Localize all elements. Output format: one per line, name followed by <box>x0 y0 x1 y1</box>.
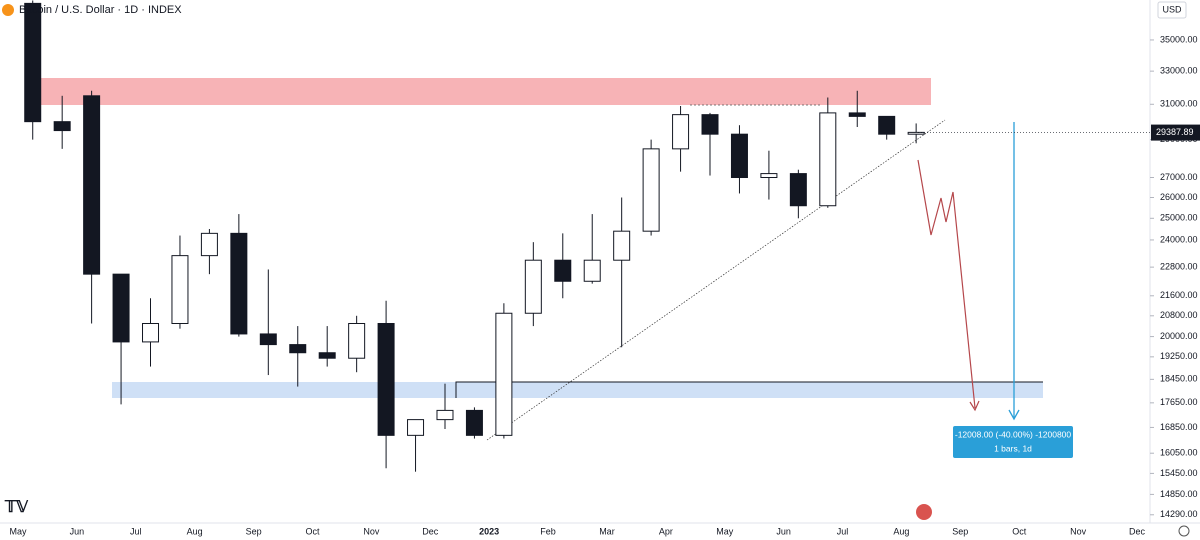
candle-body <box>495 312 513 436</box>
x-tick-label: Jun <box>70 526 85 536</box>
chart-title: Bitcoin / U.S. Dollar · 1D · INDEX <box>19 4 182 16</box>
candle-body <box>407 419 425 436</box>
y-tick-label: 20000.00 <box>1160 331 1198 341</box>
settings-icon[interactable] <box>1178 525 1190 537</box>
y-tick-label: 18450.00 <box>1160 374 1198 384</box>
x-tick-label: Aug <box>893 526 909 536</box>
y-tick-label: 27000.00 <box>1160 172 1198 182</box>
y-tick-label: 21600.00 <box>1160 290 1198 300</box>
candle-body <box>642 148 660 232</box>
candle-body <box>377 322 395 436</box>
candles <box>24 0 925 472</box>
range-line <box>455 381 1043 398</box>
y-tick-label: 22800.00 <box>1160 262 1198 272</box>
x-tick-label: Jun <box>776 526 791 536</box>
candle-body <box>142 322 160 343</box>
x-tick-label: Sep <box>952 526 968 536</box>
y-tick-label: 14850.00 <box>1160 489 1198 499</box>
candle-body <box>83 95 101 275</box>
x-tick-label: Dec <box>1129 526 1146 536</box>
candle-body <box>24 2 42 123</box>
candle-body <box>289 344 307 354</box>
candle-body <box>465 409 483 436</box>
candle-body <box>789 173 807 207</box>
y-tick-label: 33000.00 <box>1160 66 1198 76</box>
candle-body <box>583 259 601 282</box>
candle-body <box>701 114 719 135</box>
x-tick-label: May <box>716 526 734 536</box>
y-tick-label: 20800.00 <box>1160 310 1198 320</box>
candle-body <box>348 322 366 359</box>
resistance-zone <box>35 78 931 105</box>
measure-sublabel: 1 bars, 1d <box>994 443 1032 453</box>
x-tick-label: Aug <box>187 526 203 536</box>
currency-label: USD <box>1162 4 1182 14</box>
x-tick-label: Oct <box>1012 526 1027 536</box>
y-tick-label: 19250.00 <box>1160 351 1198 361</box>
candle-body <box>318 352 336 359</box>
candle-body <box>171 255 189 324</box>
x-tick-label: 2023 <box>479 526 499 536</box>
y-tick-label: 35000.00 <box>1160 34 1198 44</box>
logo: 𝕋𝕍 <box>4 499 28 516</box>
support-zone <box>112 382 1043 398</box>
trendline <box>486 119 946 441</box>
last-price-label: 29387.89 <box>1156 127 1194 137</box>
candle-body <box>112 273 130 343</box>
x-tick-label: Mar <box>599 526 615 536</box>
x-tick-label: Jul <box>130 526 142 536</box>
x-tick-label: Sep <box>246 526 262 536</box>
projection-arrow <box>969 400 980 412</box>
candle-body <box>259 333 277 346</box>
y-tick-label: 15450.00 <box>1160 468 1198 478</box>
candle-body <box>760 173 778 179</box>
y-tick-label: 24000.00 <box>1160 234 1198 244</box>
y-tick-label: 31000.00 <box>1160 99 1198 109</box>
candle-body <box>554 259 572 282</box>
y-tick-label: 25000.00 <box>1160 213 1198 223</box>
candle-body <box>200 232 218 257</box>
candle-body <box>730 133 748 179</box>
y-tick-label: 14290.00 <box>1160 509 1198 519</box>
x-tick-label: Nov <box>1070 526 1087 536</box>
y-tick-label: 16850.00 <box>1160 422 1198 432</box>
y-tick-label: 16050.00 <box>1160 448 1198 458</box>
currency-box <box>1157 1 1187 19</box>
candle-body <box>907 131 925 135</box>
measure-arrow <box>1008 409 1020 421</box>
last-price-box <box>1151 124 1200 141</box>
projection-path <box>917 159 976 409</box>
candle-body <box>613 230 631 261</box>
x-tick-label: Apr <box>659 526 673 536</box>
y-tick-label: 26000.00 <box>1160 192 1198 202</box>
measure-box <box>953 426 1073 458</box>
x-tick-label: Jul <box>837 526 849 536</box>
x-tick-label: Feb <box>540 526 556 536</box>
x-tick-label: Dec <box>422 526 439 536</box>
event-icon <box>916 504 932 520</box>
y-tick-label: 17650.00 <box>1160 397 1198 407</box>
x-tick-label: Oct <box>305 526 320 536</box>
x-tick-label: Nov <box>363 526 380 536</box>
coin-icon <box>2 4 14 16</box>
candle-body <box>819 112 837 207</box>
candle-body <box>672 114 690 150</box>
candle-body <box>848 112 866 117</box>
measure-label: -12008.00 (-40.00%) -1200800 <box>955 429 1072 439</box>
candle-body <box>230 232 248 335</box>
x-tick-label: May <box>9 526 27 536</box>
candle-body <box>878 115 896 135</box>
candle-body <box>524 259 542 314</box>
candle-body <box>436 409 454 421</box>
candle-body <box>53 121 71 132</box>
